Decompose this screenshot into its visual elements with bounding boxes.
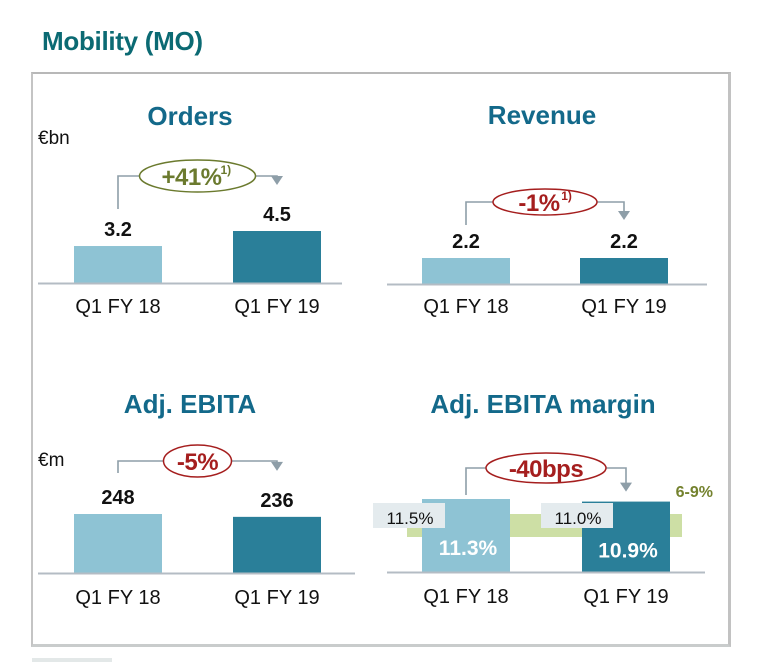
- bar-current: [233, 516, 321, 573]
- change-badge: [162, 444, 233, 478]
- category-label: Q1 FY 19: [234, 587, 319, 609]
- target-range-label: 6-9%: [676, 484, 713, 501]
- value-label: 248: [101, 487, 134, 509]
- category-label: Q1 FY 18: [75, 587, 160, 609]
- chart-title: Adj. EBITA: [124, 389, 257, 419]
- unit-label: €bn: [38, 128, 70, 149]
- bar-prior: [74, 246, 162, 283]
- change-value: +41%: [161, 164, 221, 191]
- change-footnote: 1): [221, 163, 232, 177]
- chart-panel-adj-ebita: Adj. EBITA €m 248 Q1 FY 18 236 Q1 FY 19 -5%: [38, 389, 355, 609]
- chart-panel-revenue: Revenue 2.2 Q1 FY 18 2.2 Q1 FY 19 -1% 1): [387, 100, 707, 318]
- category-label: Q1 FY 18: [423, 586, 508, 608]
- bar-prior: [74, 514, 162, 573]
- value-label: 10.9%: [598, 540, 658, 563]
- reported-label: 11.0%: [555, 509, 602, 528]
- change-value: -1%: [518, 190, 559, 217]
- chart-title: Adj. EBITA margin: [430, 389, 655, 419]
- frame-tab: [32, 658, 112, 662]
- arrow-down-icon: [620, 482, 632, 492]
- arrow-down-icon: [271, 461, 283, 471]
- value-label: 4.5: [263, 204, 291, 226]
- value-label: 2.2: [452, 231, 480, 253]
- category-label: Q1 FY 18: [423, 296, 508, 318]
- category-label: Q1 FY 19: [583, 586, 668, 608]
- reported-label-bg: [541, 503, 613, 528]
- reported-label-bg: [373, 503, 445, 528]
- page-title: Mobility (MO): [42, 26, 203, 56]
- value-label: 2.2: [610, 231, 638, 253]
- bar-current: [580, 258, 668, 284]
- chart-title: Revenue: [488, 100, 596, 130]
- category-label: Q1 FY 18: [75, 296, 160, 318]
- value-label: 3.2: [104, 219, 132, 241]
- change-badge: [138, 159, 257, 193]
- change-value: -5%: [177, 449, 218, 476]
- chart-panel-adj-ebita-margin: Adj. EBITA margin 6-9% 11.3% 11.5% Q1 FY 18 1…: [373, 389, 713, 608]
- chart-panel-orders: Orders €bn 3.2 Q1 FY 18 4.5 Q1 FY 19 +41%1): [38, 101, 342, 318]
- category-label: Q1 FY 19: [581, 296, 666, 318]
- value-label: 11.3%: [439, 537, 498, 560]
- change-footnote: 1): [561, 189, 572, 203]
- category-label: Q1 FY 19: [234, 296, 319, 318]
- arrow-down-icon: [618, 211, 630, 220]
- value-label: 236: [260, 490, 293, 512]
- change-badge: [492, 188, 598, 216]
- change-badge: [485, 452, 607, 484]
- reported-label: 11.5%: [387, 509, 434, 528]
- chart-title: Orders: [147, 101, 232, 131]
- arrow-down-icon: [271, 176, 283, 185]
- unit-label: €m: [38, 450, 64, 471]
- bar-current: [233, 231, 321, 283]
- change-value: -40bps: [509, 456, 584, 483]
- bar-prior: [422, 258, 510, 284]
